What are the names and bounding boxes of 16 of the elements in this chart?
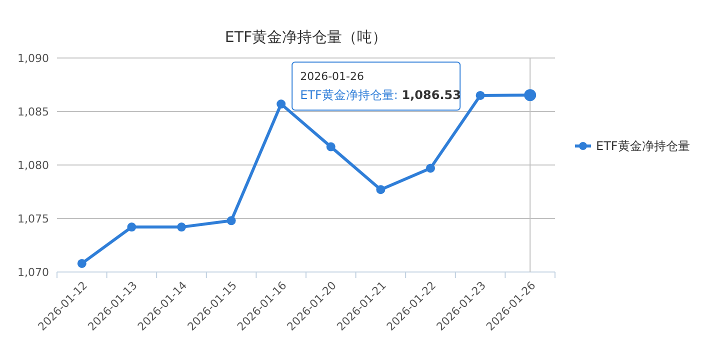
y-tick-label: 1,090 — [18, 52, 49, 65]
legend-label: ETF黄金净持仓量 — [596, 139, 690, 153]
point — [226, 216, 236, 226]
y-tick-label: 1,080 — [18, 159, 49, 172]
point — [426, 164, 435, 173]
point — [476, 90, 485, 100]
title: ETF黄金净持仓量（吨） — [224, 28, 388, 46]
point — [127, 222, 136, 232]
point — [276, 100, 286, 109]
point — [177, 222, 186, 232]
point — [77, 258, 86, 268]
y-tick-label: 1,075 — [18, 212, 49, 226]
y-tick-label: 1,070 — [18, 266, 49, 279]
point — [376, 185, 386, 194]
y-tick-label: 1,085 — [18, 106, 49, 118]
point — [326, 142, 336, 152]
